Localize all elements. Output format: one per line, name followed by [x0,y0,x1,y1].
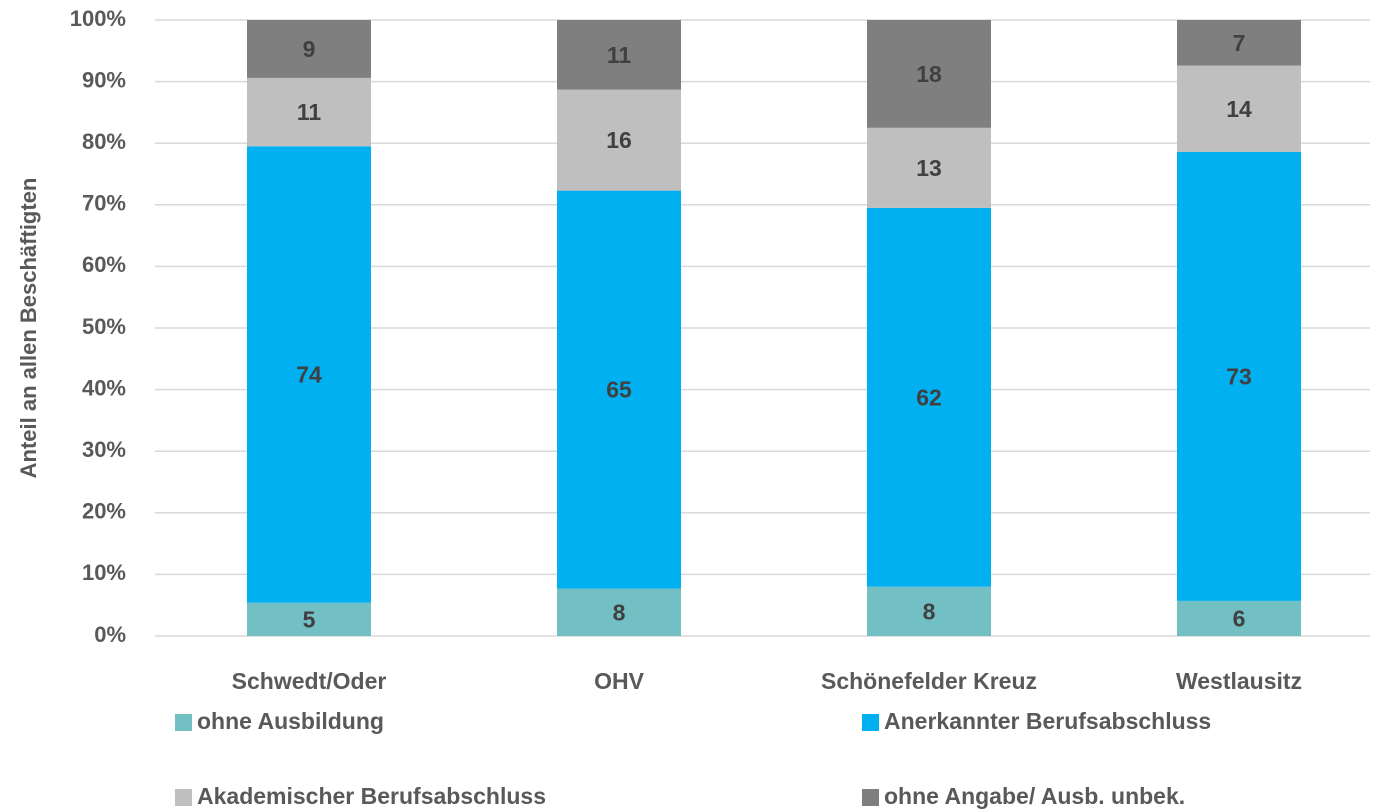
data-label: 7 [1233,30,1246,56]
legend-swatch [175,789,192,806]
legend-label: Akademischer Berufsabschluss [197,783,546,809]
x-tick-label: Schwedt/Oder [232,668,387,694]
bar-segment [1177,600,1301,636]
y-tick-label: 80% [82,129,126,154]
y-tick-label: 10% [82,560,126,585]
data-label: 14 [1226,96,1252,122]
y-tick-label: 90% [82,67,126,92]
y-tick-label: 20% [82,499,126,524]
bar-segment [557,588,681,636]
bar-segment [247,77,371,147]
y-tick-label: 50% [82,314,126,339]
y-tick-label: 40% [82,375,126,400]
bar-segment [867,20,991,128]
y-axis-title: Anteil an allen Beschäftigten [16,178,41,479]
data-label: 6 [1233,606,1246,632]
data-label: 74 [296,362,322,388]
legend-label: Anerkannter Berufsabschluss [884,708,1211,734]
data-label: 11 [607,42,632,68]
y-tick-label: 70% [82,191,126,216]
legend-swatch [175,714,192,731]
bar-segment [247,20,371,78]
y-tick-label: 30% [82,437,126,462]
y-tick-label: 0% [94,622,126,647]
y-tick-label: 60% [82,252,126,277]
bar-segment [867,586,991,636]
data-label: 5 [303,606,316,632]
bar-segment [557,89,681,191]
data-label: 62 [916,384,942,410]
data-label: 18 [916,61,942,87]
data-label: 9 [303,36,316,62]
bar-segment [247,146,371,603]
bar-segment [1177,65,1301,152]
legend-swatch [862,714,879,731]
x-tick-label: Westlausitz [1176,668,1302,694]
bar-segment [557,20,681,90]
bar-segment [1177,151,1301,601]
data-label: 65 [606,377,632,403]
data-label: 8 [613,599,626,625]
legend-swatch [862,789,879,806]
data-label: 8 [923,598,936,624]
legend-label: ohne Angabe/ Ausb. unbek. [884,783,1185,809]
bar-segment [1177,20,1301,66]
y-tick-label: 100% [70,6,126,31]
x-tick-label: OHV [594,668,645,694]
data-label: 16 [606,127,632,153]
bar-segment [867,207,991,587]
bar-segment [867,127,991,208]
bar-segment [557,190,681,589]
data-label: 11 [297,99,322,125]
data-label: 13 [916,155,942,181]
x-tick-label: Schönefelder Kreuz [821,668,1037,694]
bar-segment [247,602,371,636]
data-label: 73 [1226,363,1252,389]
legend-label: ohne Ausbildung [197,708,384,734]
